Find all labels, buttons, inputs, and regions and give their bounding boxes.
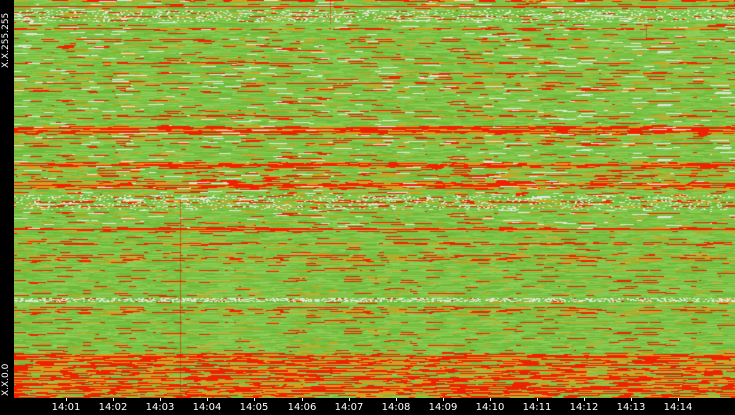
x-tick-mark — [113, 398, 114, 401]
x-tick-label: 14:05 — [239, 402, 269, 413]
x-tick-label: 14:13 — [616, 402, 646, 413]
x-tick-mark — [631, 398, 632, 401]
x-tick-mark — [254, 398, 255, 401]
x-tick-mark — [396, 398, 397, 401]
x-tick-mark — [537, 398, 538, 401]
y-axis: X.X.255.255 X.X.0.0 — [0, 0, 14, 398]
x-tick-label: 14:11 — [522, 402, 552, 413]
x-tick-label: 14:14 — [663, 402, 693, 413]
x-tick-mark — [160, 398, 161, 401]
x-tick-label: 14:08 — [381, 402, 411, 413]
x-tick-mark — [349, 398, 350, 401]
heatmap-canvas[interactable] — [14, 0, 735, 398]
x-tick-mark — [302, 398, 303, 401]
x-tick-mark — [584, 398, 585, 401]
x-tick-mark — [490, 398, 491, 401]
y-axis-top-label: X.X.255.255 — [1, 12, 11, 68]
x-tick-label: 14:02 — [98, 402, 128, 413]
x-tick-mark — [66, 398, 67, 401]
heatmap-plot-area[interactable] — [14, 0, 735, 398]
x-tick-label: 14:01 — [51, 402, 81, 413]
x-tick-mark — [443, 398, 444, 401]
x-tick-label: 14:03 — [145, 402, 175, 413]
y-axis-bottom-label: X.X.0.0 — [1, 363, 11, 396]
x-axis: 14:01 14:02 14:03 14:04 14:05 14:06 14:07 14:08… — [0, 398, 735, 415]
x-tick-label: 14:10 — [475, 402, 505, 413]
x-tick-label: 14:09 — [428, 402, 458, 413]
x-tick-mark — [207, 398, 208, 401]
x-tick-label: 14:04 — [192, 402, 222, 413]
x-tick-mark — [678, 398, 679, 401]
x-tick-label: 14:07 — [334, 402, 364, 413]
x-tick-label: 14:12 — [569, 402, 599, 413]
x-tick-label: 14:06 — [287, 402, 317, 413]
